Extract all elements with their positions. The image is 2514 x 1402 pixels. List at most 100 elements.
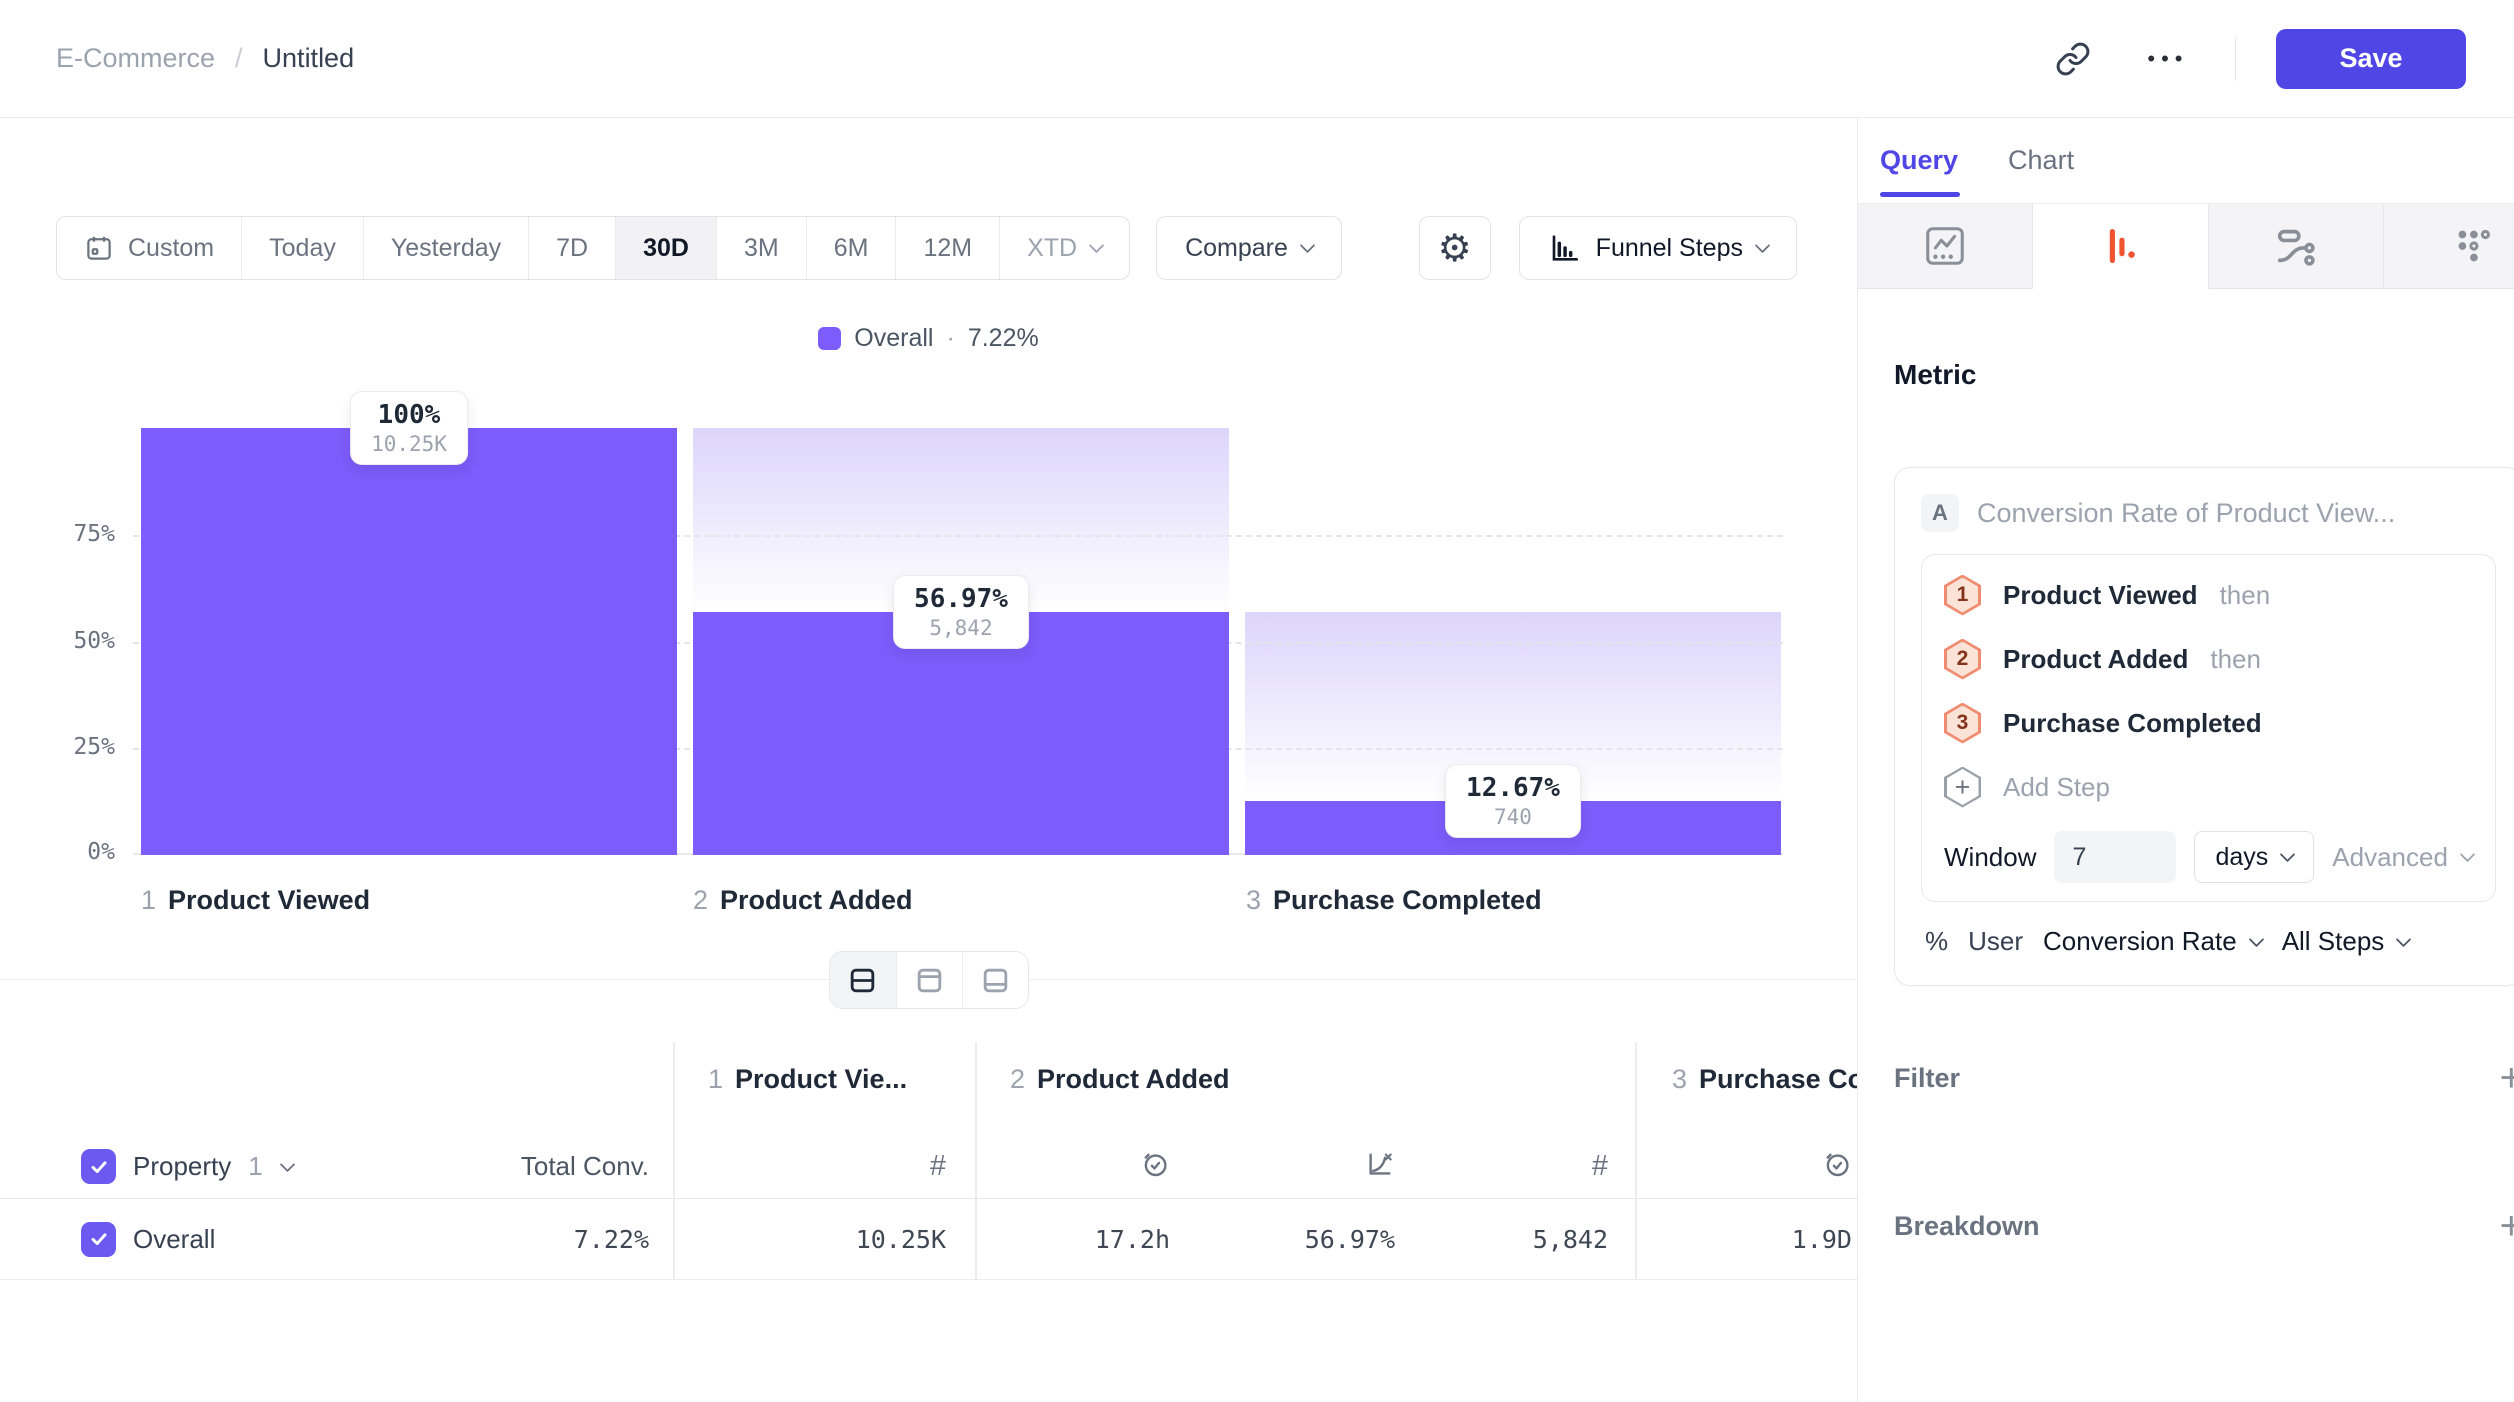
split-horizontal-icon: [847, 965, 878, 996]
bar-pct: 100%: [377, 400, 441, 430]
step-row-1[interactable]: 1 Product Viewed then: [1944, 563, 2473, 627]
y-axis-tick: 75%: [73, 520, 115, 547]
advanced-toggle[interactable]: Advanced: [2332, 842, 2476, 873]
chart-workspace: Custom Today Yesterday 7D 30D 3M 6M 12M …: [0, 118, 1857, 1402]
property-dropdown[interactable]: Property: [133, 1151, 232, 1181]
y-axis-tick: 0%: [87, 839, 115, 865]
time-to-convert-icon[interactable]: [1140, 1149, 1170, 1179]
chevron-down-icon: [279, 1156, 296, 1172]
layout-toggle-group: [828, 951, 1029, 1009]
chart-settings-button[interactable]: ⚙: [1418, 216, 1491, 280]
funnel-bars: 100% 10.25K 56.97% 5,842: [141, 391, 1783, 855]
cell-step1-count: 10.25K: [855, 1224, 946, 1254]
step-event-name[interactable]: Product Viewed: [2003, 579, 2198, 610]
top-actions: ••• Save: [2047, 28, 2466, 89]
metric-card: A Conversion Rate of Product View... 1 P…: [1894, 467, 2514, 986]
layout-table-only-button[interactable]: [961, 952, 1028, 1008]
chart-type-flow[interactable]: [2208, 204, 2385, 288]
step-connector: then: [2219, 579, 2271, 610]
step-event-name[interactable]: Purchase Completed: [2003, 707, 2262, 738]
gridline-75: [133, 534, 1783, 537]
cell-step2-count: 5,842: [1532, 1224, 1608, 1254]
more-options-button[interactable]: •••: [2147, 45, 2189, 71]
breadcrumb-parent[interactable]: E-Commerce: [56, 43, 216, 73]
count-metric-icon[interactable]: #: [929, 1150, 946, 1182]
window-value-input[interactable]: [2054, 831, 2177, 883]
query-panel-body: Metric A Conversion Rate of Product View…: [1858, 359, 2514, 1246]
panel-tabs: Query Chart: [1858, 118, 2514, 204]
date-range-yesterday[interactable]: Yesterday: [362, 217, 528, 279]
cell-step3-time: 1.9D: [1791, 1224, 1852, 1254]
add-step-icon: +: [1944, 767, 1981, 808]
add-step-row[interactable]: + Add Step: [1944, 755, 2473, 819]
percent-icon: %: [1925, 926, 1949, 956]
count-metric-icon[interactable]: #: [1591, 1150, 1608, 1182]
chart-toolbar: Custom Today Yesterday 7D 30D 3M 6M 12M …: [56, 216, 1797, 280]
step-1-badge: 1: [1944, 575, 1981, 616]
bar-value-card: 12.67% 740: [1445, 763, 1581, 838]
active-tab-underline: [1880, 192, 1960, 197]
date-range-7d[interactable]: 7D: [528, 217, 615, 279]
date-range-today[interactable]: Today: [241, 217, 363, 279]
row-checkbox[interactable]: [81, 1221, 116, 1257]
step-row-2[interactable]: 2 Product Added then: [1944, 627, 2473, 691]
time-to-convert-icon[interactable]: [1822, 1149, 1852, 1179]
calendar-icon: [84, 233, 114, 263]
chart-type-metrics[interactable]: [1858, 204, 2034, 288]
conversion-rate-icon[interactable]: [1365, 1149, 1395, 1179]
legend-separator: ·: [946, 324, 955, 352]
chevron-down-icon: [2248, 931, 2264, 947]
select-all-checkbox[interactable]: [81, 1149, 116, 1184]
add-filter-button[interactable]: +: [2499, 1056, 2514, 1100]
tab-chart[interactable]: Chart: [2008, 145, 2075, 175]
step-event-name[interactable]: Product Added: [2003, 643, 2189, 674]
date-range-xtd[interactable]: XTD: [999, 217, 1129, 279]
bar-segment[interactable]: [693, 611, 1229, 855]
measure-entity[interactable]: User: [1968, 926, 2024, 956]
add-breakdown-button[interactable]: +: [2499, 1204, 2514, 1248]
bar-pct: 12.67%: [1466, 772, 1560, 803]
layout-split-button[interactable]: [829, 952, 896, 1008]
legend-value: 7.22%: [967, 324, 1039, 352]
column-header-step-2[interactable]: 2 Product Added: [1010, 1064, 1230, 1094]
column-header-step-3[interactable]: 3 Purchase Completed: [1672, 1064, 1857, 1094]
table-row-overall[interactable]: Overall 7.22% 10.25K 17.2h 56.97% 5,842 …: [0, 1199, 1857, 1280]
chart-type-journeys[interactable]: [2384, 204, 2514, 288]
measure-scope-dropdown[interactable]: All Steps: [2282, 926, 2412, 957]
step-row-3[interactable]: 3 Purchase Completed: [1944, 691, 2473, 755]
bar-value-card: 100% 10.25K: [350, 391, 468, 465]
conversion-window-row: Window days Advanced: [1944, 831, 2476, 883]
funnel-chart: 75% 50% 25% 0% 100% 10.25K: [73, 391, 1783, 865]
date-range-custom[interactable]: Custom: [57, 217, 241, 279]
metric-badge: A: [1921, 494, 1959, 532]
date-range-3m[interactable]: 3M: [715, 217, 806, 279]
measure-row: % User Conversion Rate All Steps: [1921, 902, 2496, 961]
table-subheader-row: Property 1 Total Conv. # #: [0, 1149, 1857, 1184]
compare-button[interactable]: Compare: [1156, 216, 1342, 280]
layout-toggle-row: [0, 951, 1857, 1009]
tab-query[interactable]: Query: [1880, 145, 1959, 175]
measure-metric-dropdown[interactable]: Conversion Rate: [2043, 926, 2264, 957]
column-header-step-1[interactable]: 1 Product Vie...: [708, 1064, 908, 1094]
layout-chart-only-button[interactable]: [895, 952, 962, 1008]
results-table: 1 Product Vie... 2 Product Added 3 Purch…: [0, 1042, 1857, 1280]
breadcrumb-current[interactable]: Untitled: [262, 43, 355, 73]
chart-legend[interactable]: Overall · 7.22%: [0, 324, 1857, 353]
chart-type-dropdown[interactable]: Funnel Steps: [1518, 216, 1797, 280]
line-chart-icon: [1922, 223, 1968, 269]
date-range-30d-selected[interactable]: 30D: [615, 217, 716, 279]
save-button[interactable]: Save: [2276, 28, 2466, 89]
share-link-button[interactable]: [2047, 33, 2099, 85]
date-range-12m[interactable]: 12M: [895, 217, 999, 279]
filter-heading: Filter: [1894, 1062, 1961, 1093]
breadcrumb: E-Commerce / Untitled: [56, 43, 354, 74]
chart-type-funnel-selected[interactable]: [2033, 204, 2209, 290]
flow-chart-icon: [2273, 223, 2319, 269]
filter-section: Filter +: [1894, 1058, 2514, 1098]
date-range-6m[interactable]: 6M: [805, 217, 896, 279]
chevron-down-icon: [1754, 237, 1771, 254]
window-unit-select[interactable]: days: [2194, 831, 2315, 883]
link-icon: [2055, 41, 2091, 77]
bar-segment[interactable]: [141, 428, 677, 855]
metric-title-row[interactable]: A Conversion Rate of Product View...: [1921, 492, 2496, 554]
